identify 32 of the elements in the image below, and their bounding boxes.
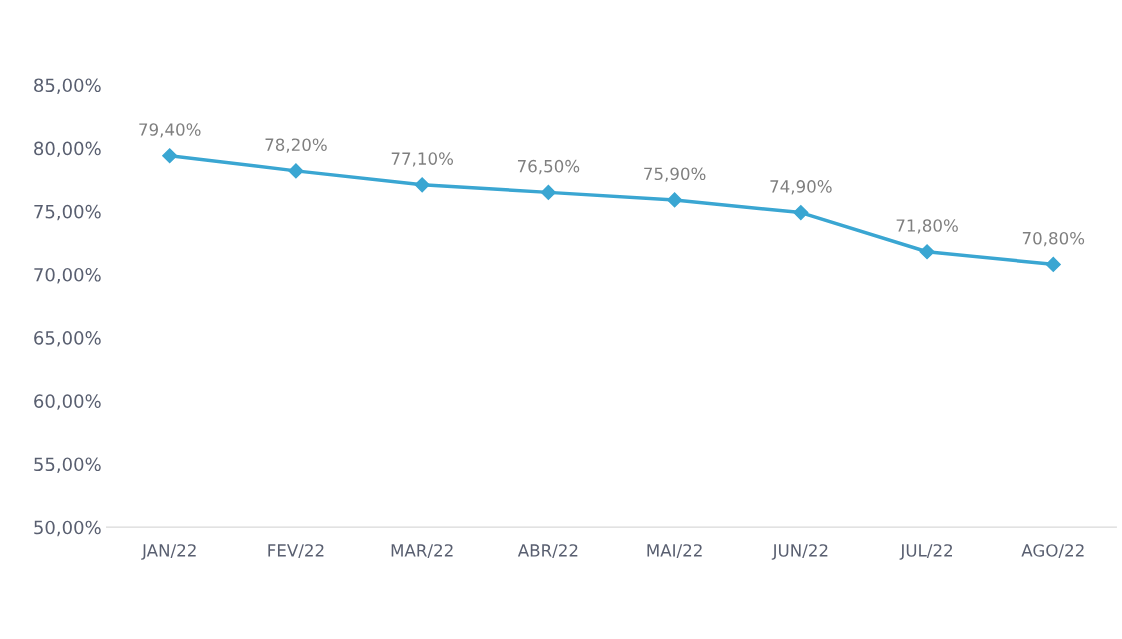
point (667, 192, 683, 208)
x-tick-label: ABR/22 (517, 544, 578, 559)
data-label: 77,10% (391, 152, 454, 167)
y-tick-label: 80,00% (34, 141, 101, 158)
point (1045, 256, 1061, 272)
x-tick-label: FEV/22 (268, 544, 324, 559)
point (793, 205, 809, 221)
y-tick-label: 50,00% (34, 520, 101, 537)
point (162, 148, 178, 164)
data-label: 71,80% (896, 219, 958, 234)
data-label: 76,50% (517, 159, 580, 175)
x-tick-label: MAR/22 (391, 544, 453, 559)
y-tick-label: 85,00% (34, 78, 101, 94)
x-tick-label: JUN/22 (771, 544, 828, 560)
data-label: 79,40% (139, 123, 201, 138)
point (414, 177, 430, 193)
y-tick-label: 75,00% (34, 204, 101, 221)
x-tick-label: AGO/22 (1021, 544, 1084, 559)
y-tick-label: 65,00% (34, 331, 101, 347)
point (288, 163, 304, 179)
y-tick-label: 55,00% (34, 457, 101, 473)
x-tick-label: JAN/22 (141, 544, 196, 560)
y-tick-label: 70,00% (34, 267, 101, 284)
data-label: 78,20% (265, 138, 327, 153)
data-label: 74,90% (770, 180, 832, 195)
x-tick-label: MAI/22 (647, 544, 702, 559)
y-tick-label: 60,00% (34, 394, 101, 410)
data-label: 70,80% (1022, 231, 1085, 247)
point (919, 244, 935, 260)
x-tick-label: JUL/22 (899, 544, 952, 560)
data-label: 75,90% (644, 167, 706, 182)
point (540, 184, 556, 200)
